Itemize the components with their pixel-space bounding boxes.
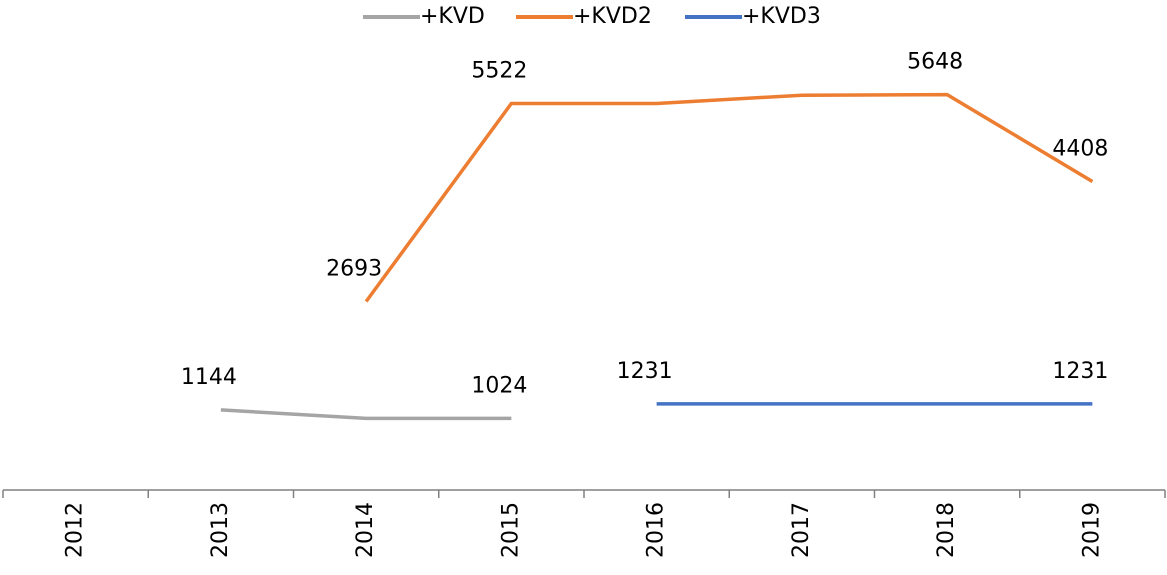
data-label: 5648 [907,50,963,75]
data-label: 1144 [181,365,237,390]
x-tick-label: 2016 [644,502,669,558]
x-tick-label: 2015 [498,502,523,558]
legend-label: +KVD2 [573,4,652,29]
x-tick-label: 2018 [934,502,959,558]
data-label: 1231 [1052,359,1108,384]
series-line [364,92,1094,303]
series-line [220,408,512,421]
x-tick-label: 2017 [789,502,814,558]
data-label: 1231 [617,359,673,384]
data-label: 4408 [1052,136,1108,161]
legend-label: +KVD3 [742,4,821,29]
data-label: 5522 [471,58,527,83]
x-tick-label: 2013 [208,502,233,558]
x-tick-label: 2012 [63,502,88,558]
data-label: 2693 [326,256,382,281]
legend-label: +KVD [420,4,485,29]
x-tick-label: 2019 [1079,502,1104,558]
x-tick-label: 2014 [353,502,378,558]
data-label: 1024 [471,373,527,398]
